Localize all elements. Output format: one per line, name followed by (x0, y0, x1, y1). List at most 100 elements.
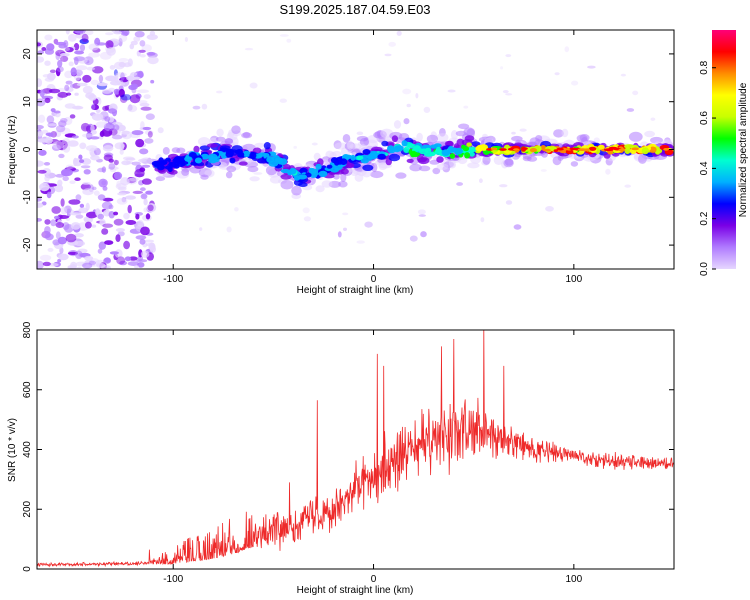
ridge-blob (381, 140, 389, 147)
noise-blob (115, 72, 127, 78)
ridge-blob (155, 176, 166, 182)
noise-blob (192, 105, 201, 110)
noise-blob (74, 57, 79, 65)
noise-blob (122, 31, 129, 37)
ridge-blob (362, 164, 374, 171)
noise-blob (402, 88, 412, 95)
noise-blob (68, 61, 74, 67)
noise-blob (58, 153, 65, 159)
noise-blob (139, 54, 146, 58)
ridge-blob (454, 147, 463, 155)
noise-blob (62, 144, 71, 153)
noise-blob (93, 190, 100, 196)
noise-blob (115, 228, 125, 232)
noise-blob (37, 78, 43, 87)
noise-blob (279, 98, 287, 103)
ridge-blob (466, 142, 472, 147)
noise-blob (70, 67, 77, 76)
noise-blob (415, 93, 419, 99)
noise-blob (109, 251, 119, 255)
noise-blob (463, 105, 469, 109)
noise-blob (99, 219, 106, 226)
noise-blob (519, 128, 527, 132)
noise-blob (513, 224, 522, 230)
noise-blob (37, 160, 44, 167)
noise-blob (76, 65, 88, 71)
ridge-blob (441, 149, 451, 156)
noise-blob (97, 213, 105, 220)
noise-blob (92, 66, 104, 74)
noise-blob (121, 130, 130, 135)
snr-y-axis-label: SNR (10 * v/v) (7, 418, 18, 482)
ridge-blob (529, 148, 538, 153)
noise-blob (388, 41, 397, 47)
noise-blob (37, 42, 42, 47)
noise-blob (118, 88, 125, 98)
noise-blob (131, 130, 144, 136)
noise-blob (61, 168, 73, 177)
noise-blob (103, 154, 113, 161)
noise-blob (593, 137, 600, 143)
noise-blob (70, 222, 81, 230)
ridge-blob (378, 162, 388, 170)
noise-blob (55, 222, 65, 228)
ridge-blob (333, 159, 340, 166)
ridge-blob (280, 173, 292, 180)
noise-blob (118, 186, 127, 191)
ridge-blob (347, 140, 354, 150)
noise-blob (97, 194, 106, 201)
noise-blob (120, 94, 132, 101)
ridge-blob (588, 146, 597, 151)
snr-x-ticks: -100 0 100 (163, 330, 583, 585)
noise-blob (115, 234, 121, 243)
colorbar-tick-label: 0.2 (699, 211, 710, 225)
ridge-blob (340, 172, 347, 183)
noise-blob (137, 89, 149, 93)
noise-blob (60, 206, 68, 215)
noise-blob (41, 129, 49, 134)
ridge-blob (362, 149, 371, 155)
noise-blob (125, 195, 136, 200)
noise-blob (37, 260, 44, 269)
noise-blob (139, 238, 146, 245)
noise-blob (38, 114, 46, 124)
noise-blob (41, 47, 47, 51)
ridge-blob (342, 134, 351, 143)
ridge-blob (370, 170, 384, 179)
noise-blob (44, 233, 54, 241)
noise-blob (85, 221, 92, 229)
noise-blob (75, 250, 83, 260)
ridge-blob (224, 138, 234, 145)
noise-blob (91, 103, 96, 110)
noise-blob (75, 194, 82, 201)
y-tick-label: -20 (22, 237, 33, 252)
noise-blob (109, 65, 116, 70)
ridge-blob (321, 180, 333, 188)
noise-blob (98, 178, 108, 188)
noise-blob (55, 125, 66, 133)
ridge-blob (388, 153, 401, 162)
noise-blob (111, 134, 123, 140)
noise-blob (37, 50, 44, 55)
noise-blob (147, 204, 154, 212)
noise-blob (74, 50, 85, 55)
noise-blob (75, 214, 84, 219)
noise-blob (138, 158, 147, 163)
noise-blob (144, 239, 155, 243)
ridge-peak-mark (553, 149, 558, 153)
ridge-blob (293, 175, 301, 181)
y-tick-label: 800 (22, 321, 33, 338)
noise-blob (69, 180, 76, 184)
ridge-blob (469, 151, 475, 157)
noise-blob (118, 34, 128, 42)
ridge-blob (225, 151, 234, 158)
ridge-blob (641, 147, 649, 155)
noise-blob (502, 90, 509, 94)
noise-blob (124, 256, 132, 262)
noise-blob (447, 89, 456, 93)
ridge-blob (167, 166, 173, 173)
ridge-blob (552, 156, 562, 166)
noise-blob (127, 105, 138, 113)
ridge-blob (649, 146, 657, 153)
y-tick-label: 200 (22, 500, 33, 517)
